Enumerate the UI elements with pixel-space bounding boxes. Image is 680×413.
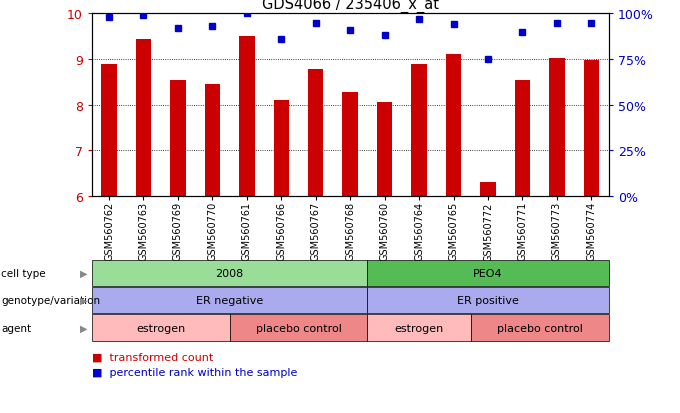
Text: ■  percentile rank within the sample: ■ percentile rank within the sample	[92, 367, 297, 377]
Bar	[343, 93, 358, 196]
Bar	[273, 101, 289, 196]
Text: agent: agent	[1, 323, 31, 333]
Bar	[446, 55, 461, 196]
Bar	[480, 183, 496, 196]
Bar	[515, 80, 530, 196]
Title: GDS4066 / 235406_x_at: GDS4066 / 235406_x_at	[262, 0, 439, 13]
Bar	[411, 64, 427, 196]
Text: genotype/variation: genotype/variation	[1, 295, 101, 306]
Bar	[549, 59, 564, 196]
Text: 2008: 2008	[216, 268, 243, 278]
Bar	[308, 70, 324, 196]
Text: ER positive: ER positive	[457, 295, 519, 306]
Text: ER negative: ER negative	[196, 295, 263, 306]
Text: estrogen: estrogen	[136, 323, 186, 333]
Text: estrogen: estrogen	[394, 323, 444, 333]
Bar	[377, 103, 392, 196]
Bar	[101, 64, 117, 196]
Text: placebo control: placebo control	[497, 323, 583, 333]
Bar	[583, 61, 599, 196]
Bar	[205, 85, 220, 196]
Text: cell type: cell type	[1, 268, 46, 278]
Bar	[136, 39, 151, 196]
Text: ▶: ▶	[80, 295, 88, 306]
Text: placebo control: placebo control	[256, 323, 341, 333]
Bar	[170, 80, 186, 196]
Text: PEO4: PEO4	[473, 268, 503, 278]
Bar	[239, 37, 254, 196]
Text: ■  transformed count: ■ transformed count	[92, 352, 213, 362]
Text: ▶: ▶	[80, 323, 88, 333]
Text: ▶: ▶	[80, 268, 88, 278]
